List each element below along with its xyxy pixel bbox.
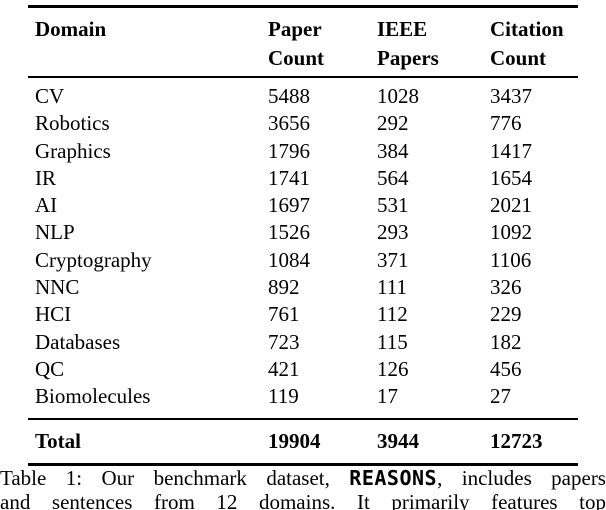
table-body: CV 5488 1028 3437 Robotics 3656 292 776 … (28, 78, 578, 420)
table-row: AI 1697 531 2021 (28, 192, 578, 219)
table-header-row: Domain Paper Count IEEE Papers Citation … (28, 8, 578, 78)
paper-count-cell: 1697 (268, 193, 310, 218)
column-header-domain: Domain (35, 17, 107, 41)
paper-count-cell: 1796 (268, 138, 310, 163)
table-row: NLP 1526 293 1092 (28, 219, 578, 246)
domain-cell: Graphics (35, 138, 111, 163)
total-ieee-papers: 3944 (377, 428, 419, 453)
citation-count-cell: 1654 (490, 165, 532, 190)
domain-cell: CV (35, 84, 65, 108)
ieee-papers-cell: 1028 (377, 84, 419, 108)
ieee-papers-cell: 293 (377, 220, 409, 245)
table-caption: Table 1: Our benchmark dataset, REASONS,… (0, 466, 606, 510)
domain-cell: QC (35, 356, 65, 381)
citation-count-cell: 1417 (490, 138, 532, 163)
total-paper-count: 19904 (268, 428, 321, 453)
column-header-paper-count: Paper Count (268, 17, 325, 70)
column-header-ieee-papers: IEEE Papers (377, 17, 439, 70)
domain-cell: Databases (35, 329, 121, 354)
paper-count-cell: 761 (268, 302, 300, 327)
domain-cell: NLP (35, 220, 75, 245)
citation-count-cell: 776 (490, 111, 522, 136)
caption-text-before: Table 1: Our benchmark dataset, (0, 466, 350, 490)
domain-cell: NNC (35, 275, 80, 300)
total-label: Total (35, 428, 81, 453)
domain-cell: Robotics (35, 111, 110, 136)
ieee-papers-cell: 384 (377, 138, 409, 163)
ieee-papers-cell: 292 (377, 111, 409, 136)
domain-cell: HCI (35, 302, 72, 327)
paper-count-cell: 1084 (268, 247, 310, 272)
citation-count-cell: 229 (490, 302, 522, 327)
domain-cell: AI (35, 193, 58, 218)
ieee-papers-cell: 115 (377, 329, 408, 354)
ieee-papers-cell: 112 (377, 302, 408, 327)
paper-count-cell: 3656 (268, 111, 310, 136)
citation-count-cell: 3437 (490, 84, 532, 108)
paper-count-cell: 119 (268, 384, 299, 409)
table-row: IR 1741 564 1654 (28, 165, 578, 192)
table-row: HCI 761 112 229 (28, 301, 578, 328)
table-row: Graphics 1796 384 1417 (28, 138, 578, 165)
domain-cell: IR (35, 165, 56, 190)
ieee-papers-cell: 111 (377, 275, 407, 300)
ieee-papers-cell: 531 (377, 193, 409, 218)
paper-count-cell: 723 (268, 329, 300, 354)
table-row: QC 421 126 456 (28, 356, 578, 383)
citation-count-cell: 27 (490, 384, 511, 409)
caption-line-1: Table 1: Our benchmark dataset, REASONS,… (0, 466, 606, 490)
table-row: Databases 723 115 182 (28, 329, 578, 356)
total-citation-count: 12723 (490, 428, 543, 453)
table-row: Robotics 3656 292 776 (28, 110, 578, 137)
table-row: Cryptography 1084 371 1106 (28, 247, 578, 274)
domain-cell: Biomolecules (35, 384, 151, 409)
citation-count-cell: 182 (490, 329, 522, 354)
ieee-papers-cell: 564 (377, 165, 409, 190)
ieee-papers-cell: 126 (377, 356, 409, 381)
domain-cell: Cryptography (35, 247, 152, 272)
column-header-citation-count: Citation Count (490, 17, 564, 70)
table-row: CV 5488 1028 3437 (28, 83, 578, 110)
caption-line-2: and sentences from 12 domains. It primar… (0, 490, 606, 510)
benchmark-table: Domain Paper Count IEEE Papers Citation … (28, 5, 578, 466)
citation-count-cell: 326 (490, 275, 522, 300)
citation-count-cell: 2021 (490, 193, 532, 218)
table-row: NNC 892 111 326 (28, 274, 578, 301)
paper-count-cell: 5488 (268, 84, 310, 108)
paper-count-cell: 1526 (268, 220, 310, 245)
paper-count-cell: 892 (268, 275, 300, 300)
citation-count-cell: 1106 (490, 247, 532, 272)
citation-count-cell: 1092 (490, 220, 532, 245)
table-total-row: Total 19904 3944 12723 (28, 420, 578, 463)
ieee-papers-cell: 371 (377, 247, 409, 272)
dataset-name-reasons: REASONS (349, 466, 438, 490)
ieee-papers-cell: 17 (377, 384, 398, 409)
paper-count-cell: 1741 (268, 165, 310, 190)
citation-count-cell: 456 (490, 356, 522, 381)
table-row: Biomolecules 119 17 27 (28, 383, 578, 410)
caption-text-after: , includes papers (437, 466, 606, 490)
paper-count-cell: 421 (268, 356, 300, 381)
